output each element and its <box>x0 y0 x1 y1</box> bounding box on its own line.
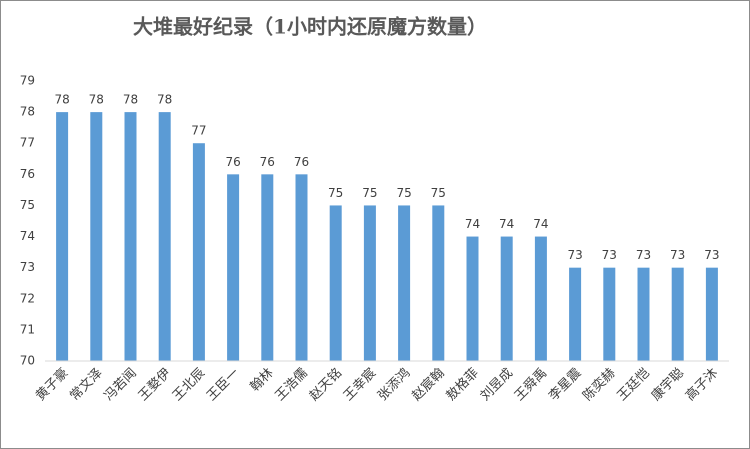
data-label: 73 <box>670 248 685 262</box>
data-label: 75 <box>396 186 411 200</box>
data-label: 73 <box>704 248 719 262</box>
y-tick-label: 70 <box>20 354 35 368</box>
bar <box>705 267 718 361</box>
bar <box>363 205 376 361</box>
y-tick-label: 78 <box>20 105 35 119</box>
bar <box>158 112 171 361</box>
bar <box>466 236 479 361</box>
data-label: 76 <box>294 155 309 169</box>
y-tick-label: 77 <box>20 136 35 150</box>
bar <box>637 267 650 361</box>
bar <box>534 236 547 361</box>
data-label: 74 <box>499 217 514 231</box>
bar <box>192 143 205 361</box>
bar <box>90 112 103 361</box>
y-tick-label: 74 <box>20 229 35 243</box>
data-label: 76 <box>225 155 240 169</box>
bar <box>295 174 308 361</box>
data-label: 73 <box>567 248 582 262</box>
bar <box>500 236 513 361</box>
bar <box>398 205 411 361</box>
bar <box>227 174 240 361</box>
bar <box>432 205 445 361</box>
y-tick-label: 76 <box>20 167 35 181</box>
bar <box>569 267 582 361</box>
chart-title: 大堆最好纪录（1小时内还原魔方数量） <box>133 15 487 39</box>
data-label: 78 <box>123 93 138 107</box>
y-tick-label: 75 <box>20 198 35 212</box>
data-label: 78 <box>54 93 69 107</box>
data-label: 78 <box>89 93 104 107</box>
y-tick-label: 73 <box>20 260 35 274</box>
data-label: 74 <box>465 217 480 231</box>
y-tick-label: 79 <box>20 74 35 88</box>
bar <box>261 174 274 361</box>
y-tick-label: 72 <box>20 291 35 305</box>
data-label: 77 <box>191 124 206 138</box>
data-label: 74 <box>533 217 548 231</box>
bar <box>671 267 684 361</box>
data-label: 73 <box>636 248 651 262</box>
bar <box>603 267 616 361</box>
y-tick-label: 71 <box>20 322 35 336</box>
data-label: 75 <box>362 186 377 200</box>
data-label: 75 <box>431 186 446 200</box>
data-label: 75 <box>328 186 343 200</box>
bar <box>329 205 342 361</box>
data-label: 73 <box>602 248 617 262</box>
bar <box>56 112 69 361</box>
data-label: 78 <box>157 93 172 107</box>
data-label: 76 <box>260 155 275 169</box>
bar <box>124 112 137 361</box>
